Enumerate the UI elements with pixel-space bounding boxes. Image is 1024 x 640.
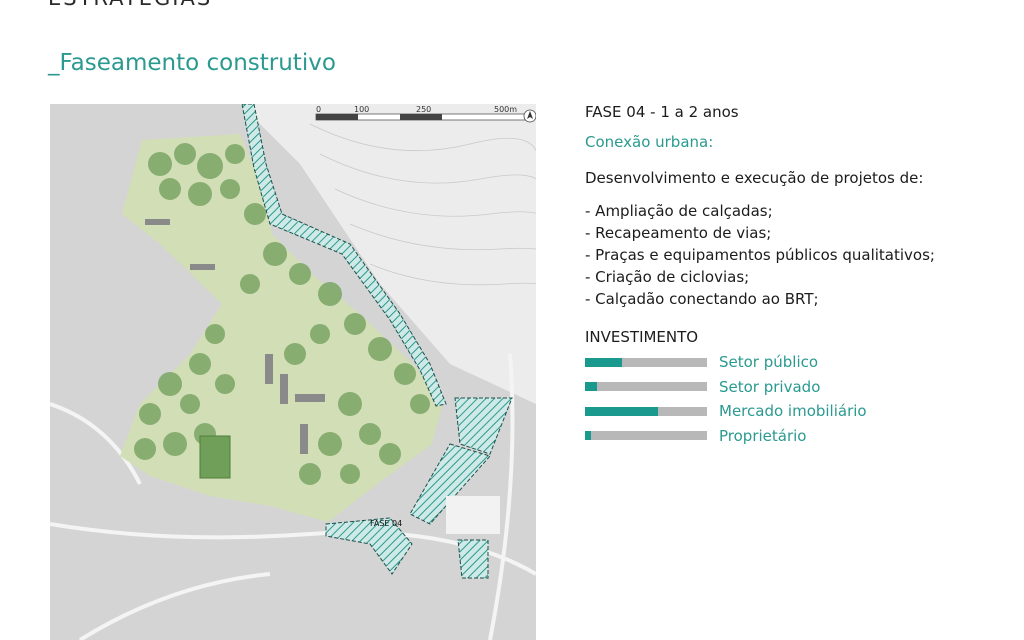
- investment-bar-fill: [585, 406, 659, 416]
- investment-row: Proprietário: [585, 424, 1015, 449]
- page-subtitle: _Faseamento construtivo: [48, 50, 336, 76]
- list-item: - Recapeamento de vias;: [585, 224, 772, 242]
- list-item: - Criação de ciclovias;: [585, 268, 750, 286]
- phase-heading: FASE 04 - 1 a 2 anos: [585, 103, 739, 121]
- buildings: [145, 219, 325, 454]
- scale-tick-label: 500m: [494, 105, 517, 114]
- phase-area: [454, 397, 513, 455]
- phase-area: [325, 517, 413, 575]
- connection-title: Conexão urbana:: [585, 133, 714, 151]
- section-title: ESTRATÉGIAS: [48, 0, 212, 10]
- investment-bar-fill: [585, 382, 598, 392]
- sports-field: [199, 435, 231, 479]
- scale-tick-label: 250: [416, 105, 431, 114]
- tree-canopy: [134, 143, 430, 485]
- investment-bar: [585, 406, 707, 416]
- scale-bar: 0 100 250 500m: [315, 105, 536, 123]
- investment-row: Mercado imobiliário: [585, 399, 1015, 424]
- list-item: - Ampliação de calçadas;: [585, 202, 773, 220]
- investment-bar-fill: [585, 357, 622, 367]
- scale-tick-label: 100: [354, 105, 369, 114]
- investment-row: Setor privado: [585, 375, 1015, 400]
- list-item: - Calçadão conectando ao BRT;: [585, 290, 819, 308]
- investment-label: Setor público: [719, 353, 819, 372]
- investment-bar: [585, 382, 707, 392]
- investment-bar: [585, 431, 707, 441]
- phase-info: FASE 04 - 1 a 2 anos Conexão urbana: Des…: [585, 100, 1015, 448]
- list-item: - Praças e equipamentos públicos qualita…: [585, 246, 935, 264]
- plot-block: [446, 496, 500, 534]
- phase-area: [409, 443, 491, 525]
- investment-bar-fill: [585, 431, 592, 441]
- site-map: FASE 04 0 100 250 500m: [50, 104, 536, 640]
- terrain-area: [240, 104, 536, 404]
- investment-label: Setor privado: [719, 377, 821, 396]
- scale-tick-label: 0: [316, 105, 321, 114]
- investment-list: Setor público Setor privado Mercado imob…: [585, 350, 1015, 448]
- phase-label: FASE 04: [370, 519, 402, 528]
- project-list: - Ampliação de calçadas; - Recapeamento …: [585, 200, 1015, 310]
- investment-label: Proprietário: [719, 426, 807, 445]
- projects-intro: Desenvolvimento e execução de projetos d…: [585, 169, 924, 187]
- phase-area: [457, 539, 489, 579]
- investment-bar: [585, 357, 707, 367]
- investment-heading: INVESTIMENTO: [585, 328, 699, 346]
- river-corridor: [241, 104, 447, 407]
- investment-row: Setor público: [585, 350, 1015, 375]
- investment-label: Mercado imobiliário: [719, 402, 867, 421]
